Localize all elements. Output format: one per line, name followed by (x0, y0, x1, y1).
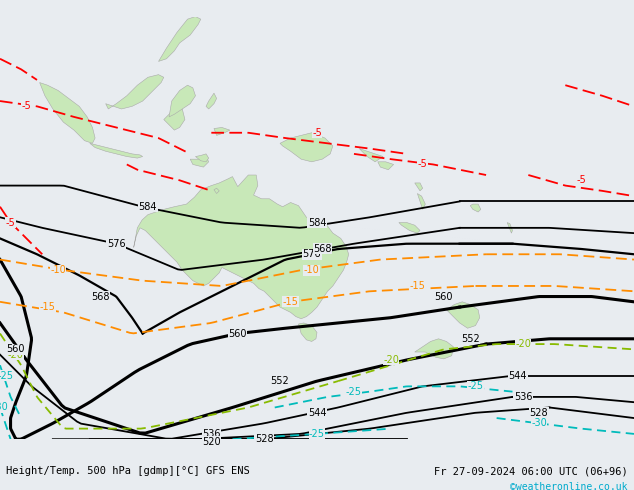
Polygon shape (158, 17, 201, 61)
Text: 552: 552 (461, 334, 479, 344)
Polygon shape (378, 162, 394, 170)
Polygon shape (507, 222, 512, 233)
Text: -10: -10 (50, 265, 66, 275)
Text: 536: 536 (202, 429, 221, 439)
Text: 528: 528 (255, 434, 273, 444)
Text: 536: 536 (514, 392, 533, 402)
Text: -30: -30 (0, 402, 8, 413)
Text: 520: 520 (202, 437, 221, 447)
Polygon shape (206, 93, 217, 109)
Polygon shape (399, 222, 420, 233)
Polygon shape (90, 143, 143, 158)
Polygon shape (190, 156, 209, 167)
Polygon shape (195, 154, 209, 162)
Text: 552: 552 (271, 376, 289, 386)
Polygon shape (40, 82, 95, 143)
Polygon shape (470, 204, 481, 212)
Polygon shape (299, 323, 317, 342)
Text: 568: 568 (313, 244, 332, 254)
Polygon shape (417, 194, 425, 209)
Polygon shape (415, 183, 423, 191)
Polygon shape (446, 302, 480, 328)
Text: -25: -25 (309, 429, 325, 439)
Text: Height/Temp. 500 hPa [gdmp][°C] GFS ENS: Height/Temp. 500 hPa [gdmp][°C] GFS ENS (6, 466, 250, 476)
Polygon shape (214, 127, 230, 135)
Polygon shape (134, 175, 349, 318)
Text: 576: 576 (107, 239, 126, 249)
Text: -20: -20 (383, 355, 399, 365)
Text: 584: 584 (139, 202, 157, 212)
Text: 544: 544 (508, 371, 527, 381)
Text: -25: -25 (346, 387, 362, 396)
Text: 544: 544 (307, 408, 327, 418)
Text: -15: -15 (410, 281, 425, 291)
Text: -25: -25 (467, 381, 484, 392)
Text: -25: -25 (0, 371, 13, 381)
Text: -20: -20 (8, 350, 24, 360)
Text: 528: 528 (529, 408, 548, 418)
Text: -15: -15 (283, 297, 299, 307)
Text: 576: 576 (302, 249, 321, 259)
Text: -5: -5 (418, 159, 427, 170)
Text: 584: 584 (307, 218, 327, 227)
Text: 560: 560 (228, 328, 247, 339)
Text: -5: -5 (312, 128, 322, 138)
Text: -30: -30 (531, 418, 547, 428)
Text: -5: -5 (576, 175, 586, 185)
Text: 560: 560 (6, 344, 25, 354)
Text: Fr 27-09-2024 06:00 UTC (06+96): Fr 27-09-2024 06:00 UTC (06+96) (434, 466, 628, 476)
Polygon shape (169, 85, 195, 117)
Text: -15: -15 (39, 302, 56, 312)
Polygon shape (214, 188, 219, 194)
Text: -20: -20 (515, 339, 531, 349)
Polygon shape (106, 74, 164, 109)
Text: ©weatheronline.co.uk: ©weatheronline.co.uk (510, 482, 628, 490)
Text: 568: 568 (91, 292, 110, 301)
Text: -5: -5 (22, 101, 31, 111)
Text: 560: 560 (434, 292, 453, 301)
Polygon shape (359, 148, 383, 162)
Text: -5: -5 (6, 218, 15, 227)
Polygon shape (280, 133, 333, 162)
Polygon shape (415, 339, 453, 359)
Polygon shape (164, 106, 185, 130)
Text: -10: -10 (304, 265, 320, 275)
